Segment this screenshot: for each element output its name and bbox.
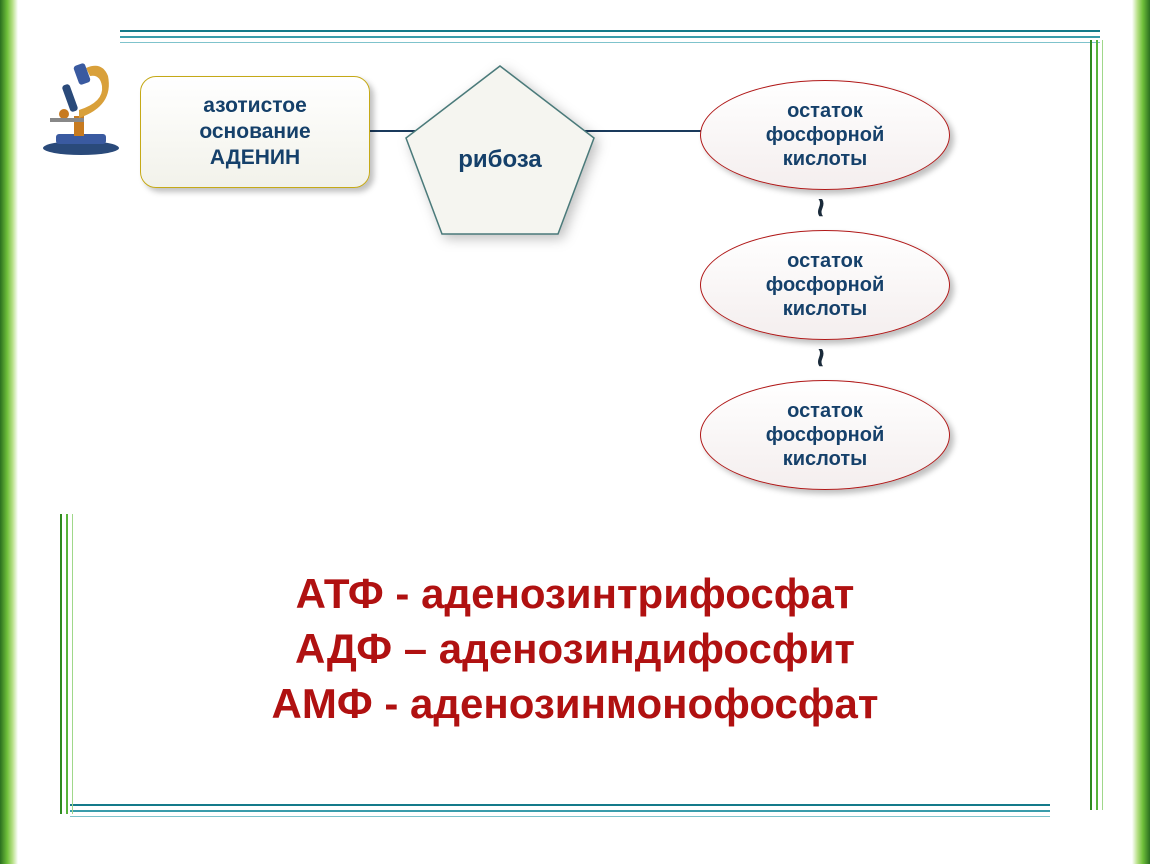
node-phosphate-2: остаток фосфорной кислоты	[700, 230, 950, 340]
phosphate-line1: остаток	[766, 249, 885, 273]
phosphate-line3: кислоты	[766, 297, 885, 321]
node-ribose: рибоза	[400, 60, 600, 240]
decorative-lines-bottom	[70, 804, 1050, 824]
title-adp: АДФ – аденозиндифосфит	[0, 625, 1150, 673]
microscope-icon	[36, 56, 126, 156]
node-phosphate-3: остаток фосфорной кислоты	[700, 380, 950, 490]
adenine-line3: АДЕНИН	[199, 145, 310, 171]
border-left-gradient	[0, 0, 18, 864]
decorative-lines-top	[120, 30, 1100, 50]
adenine-line2: основание	[199, 119, 310, 145]
adenine-line1: азотистое	[199, 93, 310, 119]
phosphate-line1: остаток	[766, 99, 885, 123]
title-atp: АТФ - аденозинтрифосфат	[0, 570, 1150, 618]
title-amp: АМФ - аденозинмонофосфат	[0, 680, 1150, 728]
phosphate-line3: кислоты	[766, 147, 885, 171]
border-right-gradient	[1132, 0, 1150, 864]
node-adenine: азотистое основание АДЕНИН	[140, 76, 370, 188]
phosphate-line2: фосфорной	[766, 273, 885, 297]
phosphate-line2: фосфорной	[766, 423, 885, 447]
node-phosphate-1: остаток фосфорной кислоты	[700, 80, 950, 190]
tilde-bond-2: ~	[800, 348, 839, 368]
phosphate-line1: остаток	[766, 399, 885, 423]
ribose-label: рибоза	[400, 60, 600, 240]
phosphate-line2: фосфорной	[766, 123, 885, 147]
phosphate-line3: кислоты	[766, 447, 885, 471]
tilde-bond-1: ~	[800, 198, 839, 218]
